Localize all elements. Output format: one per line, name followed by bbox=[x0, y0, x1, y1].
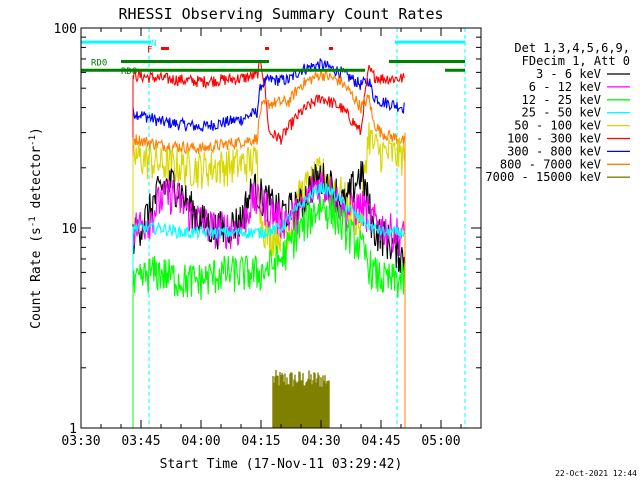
legend-label: 300 - 800 keV bbox=[507, 144, 601, 158]
series-line-1 bbox=[132, 60, 405, 145]
series-line-7 bbox=[132, 195, 405, 301]
y-axis-label: Count Rate (s-1 detector-1) bbox=[28, 127, 44, 329]
legend-label: 6 - 12 keV bbox=[529, 80, 601, 94]
x-tick-label: 04:15 bbox=[241, 434, 280, 449]
legend-header: Det 1,3,4,5,6,9, bbox=[514, 41, 630, 55]
series-line-6 bbox=[132, 181, 405, 241]
series-line-5 bbox=[132, 172, 405, 257]
legend-label: 3 - 6 keV bbox=[536, 67, 601, 81]
footer-date: 22-Oct-2021 12:44 bbox=[555, 469, 637, 478]
burst-series bbox=[272, 370, 330, 428]
chart-title: RHESSI Observing Summary Count Rates bbox=[118, 5, 443, 23]
flag-label-f: F bbox=[147, 45, 152, 55]
axes: 03:30 03:45 04:00 04:15 04:30 04:45 05:00 1 10 10… bbox=[54, 22, 482, 449]
series-line-0 bbox=[132, 58, 405, 132]
x-tick-label: 04:45 bbox=[361, 434, 400, 449]
legend-label: 25 - 50 keV bbox=[522, 106, 601, 120]
x-tick-label: 04:30 bbox=[301, 434, 340, 449]
series-line-2 bbox=[132, 69, 405, 155]
y-tick-label: 1 bbox=[69, 422, 77, 437]
series-line-4 bbox=[132, 160, 405, 273]
x-tick-label: 04:00 bbox=[181, 434, 220, 449]
flag-label-n: N bbox=[151, 39, 156, 49]
x-tick-label: 05:00 bbox=[421, 434, 460, 449]
legend-label: 100 - 300 keV bbox=[507, 132, 601, 146]
y-tick-label: 10 bbox=[61, 222, 77, 237]
x-axis-label: Start Time (17-Nov-11 03:29:42) bbox=[160, 457, 403, 472]
legend: Det 1,3,4,5,6,9,FDecim 1, Att 03 - 6 keV… bbox=[485, 41, 630, 184]
legend-label: 12 - 25 keV bbox=[522, 93, 601, 107]
legend-label: 50 - 100 keV bbox=[514, 119, 601, 133]
plot-area: NF RD0 RD8 bbox=[81, 28, 466, 428]
flag-label-rd0: RD0 bbox=[91, 58, 107, 68]
y-tick-label: 100 bbox=[54, 22, 77, 37]
x-tick-label: 03:30 bbox=[61, 434, 100, 449]
legend-header: FDecim 1, Att 0 bbox=[522, 54, 630, 68]
legend-label: 7000 - 15000 keV bbox=[485, 170, 601, 184]
x-tick-label: 03:45 bbox=[121, 434, 160, 449]
flag-label-rd8: RD8 bbox=[121, 67, 137, 77]
legend-label: 800 - 7000 keV bbox=[500, 157, 601, 171]
